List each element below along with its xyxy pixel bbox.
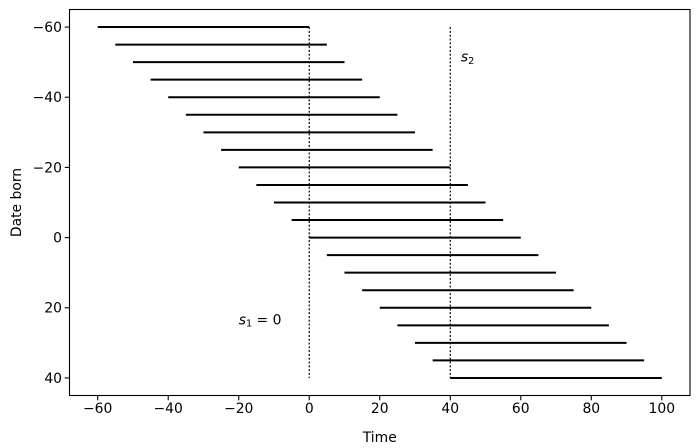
y-tick-label: −20 [33,160,62,176]
y-tick-label: 20 [44,301,62,317]
observation-label-s1: s1 = 0 [239,312,282,329]
x-tick-label: 80 [582,401,600,417]
x-tick-label: 20 [371,401,389,417]
observation-label-s2: s2 [461,49,474,66]
lifespan-segments [97,26,662,379]
axes: −60 −40 −20 0 20 40 60 80 100 −60 −40 −20 0 20 40 [33,8,691,417]
y-tick-label: −40 [33,90,62,106]
x-tick-label: −60 [83,401,112,417]
x-tick-label: −40 [154,401,183,417]
annotations: s1 = 0 s2 [239,49,475,329]
y-tick-label: −60 [33,20,62,36]
y-tick-label: 0 [53,230,62,246]
observation-lines [308,27,451,378]
x-axis-label: Time [362,430,397,446]
x-tick-label: 60 [512,401,530,417]
x-tick-label: 0 [305,401,314,417]
x-tick-label: 100 [649,401,676,417]
x-tick-label: −20 [224,401,253,417]
y-axis-label: Date born [9,168,25,237]
y-tick-label: 40 [44,371,62,387]
x-tick-label: 40 [441,401,459,417]
